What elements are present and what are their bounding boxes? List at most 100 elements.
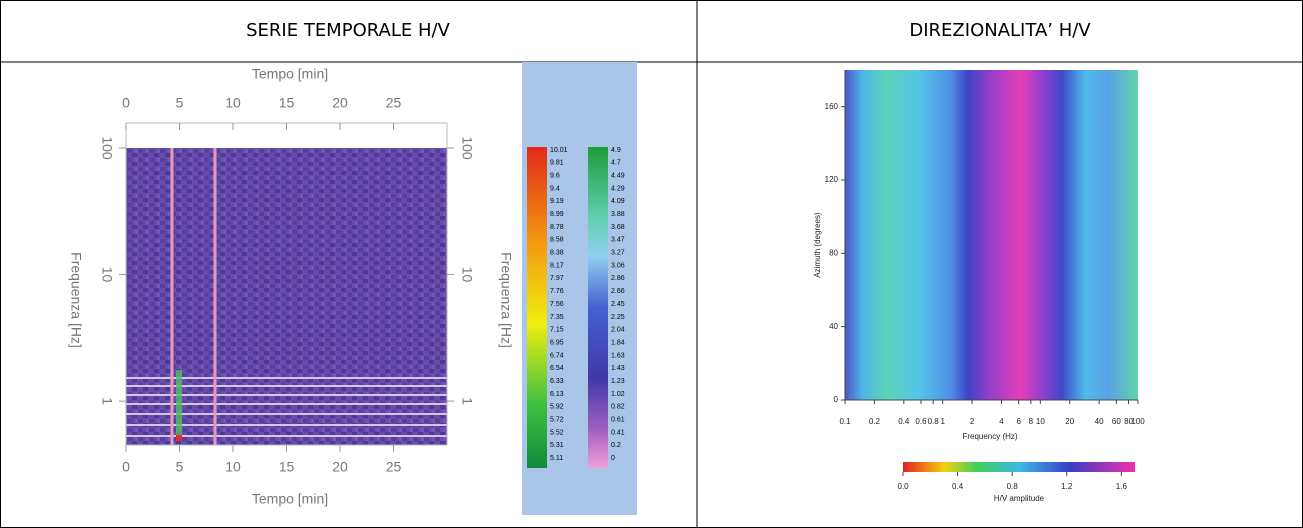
colorbar-label: 5.11 — [550, 455, 563, 462]
colorbar-left — [527, 147, 547, 468]
x-tick-label-bottom: 10 — [225, 459, 241, 475]
amplitude-colorbar — [903, 462, 1135, 472]
colorbar-tick-label: 1.2 — [1061, 482, 1073, 491]
colorbar-label: 9.6 — [550, 173, 560, 180]
colorbar-label: 0.61 — [611, 416, 625, 423]
x-tick-label: 100 — [1131, 417, 1145, 426]
x-tick-label: 10 — [1036, 417, 1045, 426]
x-tick-label: 8 — [1029, 417, 1034, 426]
x-tick-label-bottom: 5 — [176, 459, 184, 475]
colorbar-title: H/V amplitude — [994, 494, 1045, 503]
colorbar-label: 10.01 — [550, 147, 568, 154]
x-tick-label: 0.1 — [839, 417, 851, 426]
colorbar-label: 1.02 — [611, 391, 625, 398]
colorbar-tick-label: 0.4 — [952, 482, 964, 491]
x-tick-label-bottom: 20 — [332, 459, 348, 475]
colorbar-label: 5.92 — [550, 404, 564, 411]
colorbar-label: 6.74 — [550, 352, 564, 359]
x-axis-title: Frequency (Hz) — [962, 432, 1017, 441]
colorbar-label: 7.76 — [550, 288, 564, 295]
colorbar-label: 4.9 — [611, 147, 621, 154]
spectrogram-peak — [176, 435, 182, 441]
colorbar-label: 3.68 — [611, 224, 625, 231]
colorbar-label: 9.19 — [550, 198, 564, 205]
x-tick-label: 0.2 — [869, 417, 881, 426]
x-tick-label-bottom: 0 — [122, 459, 130, 475]
colorbar-label: 7.56 — [550, 301, 564, 308]
y-tick-label: 160 — [825, 102, 839, 111]
y-axis-title: Azimuth (degrees) — [813, 212, 822, 278]
x-tick-label-top: 10 — [225, 95, 241, 111]
colorbar-label: 3.47 — [611, 237, 625, 244]
x-tick-label-top: 5 — [176, 95, 184, 111]
x-tick-label-top: 25 — [386, 95, 402, 111]
colorbar-label: 5.52 — [550, 429, 564, 436]
colorbar-label: 3.88 — [611, 211, 625, 218]
colorbar-label: 2.04 — [611, 327, 625, 334]
colorbar-tick-label: 1.6 — [1116, 482, 1128, 491]
colorbar-label: 6.95 — [550, 339, 564, 346]
colorbar-label: 4.7 — [611, 160, 621, 167]
colorbar-label: 3.27 — [611, 250, 625, 257]
colorbar-label: 0.82 — [611, 404, 625, 411]
x-axis-title-top: Tempo [min] — [252, 66, 328, 82]
colorbar-tick-label: 0.0 — [897, 482, 909, 491]
x-tick-label: 6 — [1016, 417, 1021, 426]
header-left: SERIE TEMPORALE H/V — [246, 20, 450, 41]
colorbar-label: 0.2 — [611, 442, 621, 449]
colorbar-label: 1.63 — [611, 352, 625, 359]
colorbar-label: 6.33 — [550, 378, 564, 385]
y-tick-label-left: 10 — [99, 267, 115, 283]
colorbar-label: 4.29 — [611, 185, 625, 192]
x-tick-label: 4 — [999, 417, 1004, 426]
colorbar-right — [588, 147, 608, 468]
colorbar-label: 6.54 — [550, 365, 564, 372]
spectrogram-peak — [176, 370, 182, 440]
colorbar-label: 8.99 — [550, 211, 564, 218]
colorbar-label: 2.25 — [611, 314, 625, 321]
colorbar-label: 7.35 — [550, 314, 564, 321]
y-tick-label: 40 — [829, 322, 838, 331]
x-tick-label: 40 — [1095, 417, 1104, 426]
x-tick-label: 20 — [1065, 417, 1074, 426]
colorbar-label: 2.66 — [611, 288, 625, 295]
colorbar-label: 0.41 — [611, 429, 625, 436]
directivity-image — [845, 70, 1138, 400]
colorbar-label: 9.81 — [550, 160, 564, 167]
y-tick-label: 0 — [834, 395, 839, 404]
x-tick-label-top: 20 — [332, 95, 348, 111]
colorbar-label: 8.17 — [550, 262, 564, 269]
x-tick-label: 0.6 — [915, 417, 927, 426]
x-tick-label: 0.4 — [898, 417, 910, 426]
y-tick-label-right: 100 — [459, 136, 475, 160]
colorbar-tick-label: 0.8 — [1007, 482, 1019, 491]
y-axis-title-right: Frequenza [Hz] — [498, 252, 514, 348]
colorbar-label: 3.06 — [611, 262, 625, 269]
colorbar-label: 9.4 — [550, 185, 560, 192]
colorbar-label: 1.43 — [611, 365, 625, 372]
colorbar-label: 4.49 — [611, 173, 625, 180]
x-tick-label: 80 — [1124, 417, 1133, 426]
colorbar-label: 8.38 — [550, 250, 564, 257]
y-tick-label: 120 — [825, 175, 839, 184]
colorbar-label: 2.45 — [611, 301, 625, 308]
x-tick-label-top: 15 — [279, 95, 295, 111]
colorbar-label: 7.15 — [550, 327, 564, 334]
colorbar-label: 6.13 — [550, 391, 564, 398]
y-tick-label: 80 — [829, 248, 838, 257]
spectrogram-image — [126, 148, 447, 445]
x-tick-label-bottom: 25 — [386, 459, 402, 475]
x-tick-label: 2 — [970, 417, 975, 426]
x-tick-label: 0.8 — [928, 417, 940, 426]
colorbar-label: 7.97 — [550, 275, 564, 282]
colorbar-label: 2.86 — [611, 275, 625, 282]
header-right: DIREZIONALITA’ H/V — [909, 20, 1091, 41]
y-tick-label-right: 10 — [459, 267, 475, 283]
colorbar-label: 5.31 — [550, 442, 564, 449]
y-tick-label-left: 1 — [99, 397, 115, 405]
colorbar-label: 4.09 — [611, 198, 625, 205]
x-tick-label: 60 — [1112, 417, 1121, 426]
colorbar-label: 8.78 — [550, 224, 564, 231]
y-tick-label-left: 100 — [99, 136, 115, 160]
